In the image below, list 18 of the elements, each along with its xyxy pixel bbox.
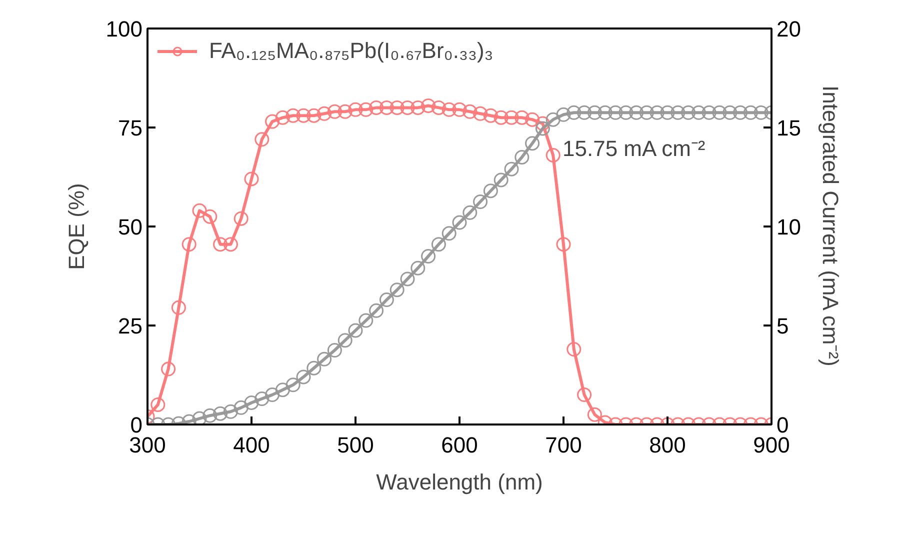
- x-tick-label: 400: [233, 432, 270, 458]
- y-tick-label: 25: [118, 314, 143, 338]
- y2-axis-title: Integrated Current (mA cm⁻²): [818, 85, 843, 366]
- y-axis-title: EQE (%): [64, 183, 89, 270]
- legend-label: FA₀.₁₂₅MA₀.₈₇₅Pb(I₀.₆₇Br₀.₃₃)₃: [209, 38, 494, 64]
- x-tick-label: 600: [441, 432, 478, 458]
- x-tick-label: 500: [337, 432, 374, 458]
- x-tick-label: 800: [649, 432, 686, 458]
- y-tick-label: 100: [106, 16, 143, 42]
- y2-tick-label: 5: [776, 314, 789, 338]
- y-tick-label: 75: [118, 116, 143, 140]
- x-tick-label: 700: [545, 432, 582, 458]
- annotation: 15.75 mA cm⁻²: [562, 136, 706, 161]
- y2-tick-label: 20: [776, 16, 801, 42]
- y-tick-label: 50: [118, 214, 143, 240]
- x-axis-title: Wavelength (nm): [376, 470, 543, 494]
- y2-tick-label: 10: [776, 214, 801, 240]
- y2-tick-label: 15: [776, 116, 801, 140]
